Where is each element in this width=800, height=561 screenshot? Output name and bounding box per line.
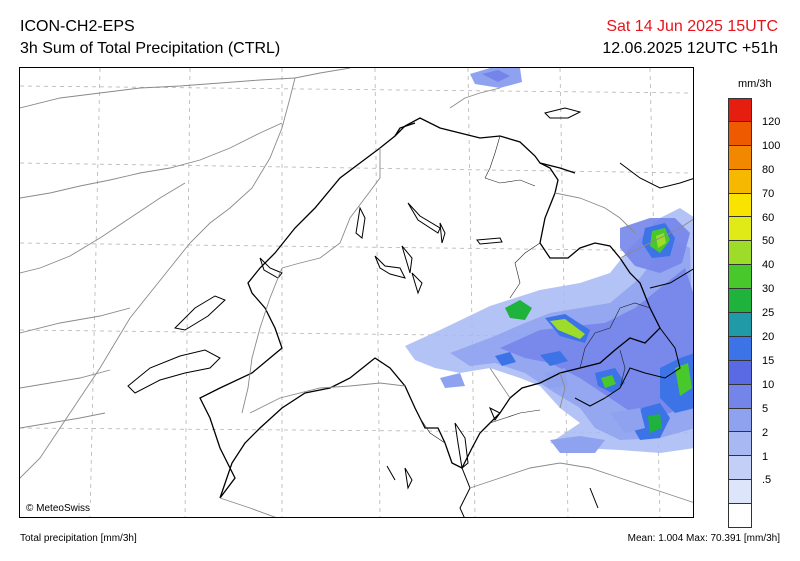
legend-color-box [728,384,752,409]
legend-color-box [728,265,752,290]
map-canvas [20,68,693,517]
legend-color-box [728,241,752,266]
legend-color-box [728,121,752,146]
max-unit: [mm/3h] [743,533,780,544]
legend-color-box [728,336,752,361]
legend-tick-label: 100 [762,139,781,152]
legend-color-box [728,98,752,122]
legend-color-box [728,408,752,433]
legend-unit: mm/3h [738,78,772,90]
legend-color-box [728,289,752,314]
legend-tick-label: 2 [762,426,769,439]
copyright-notice: © MeteoSwiss [24,503,93,514]
mean-value: 1.004 [658,533,684,544]
max-label: Max: [686,533,708,544]
legend-tick-label: 10 [762,378,775,391]
legend-color-box [728,169,752,194]
run-time: 12.06.2025 12UTC +51h [602,40,778,57]
variable-label: Total precipitation [mm/3h] [20,533,137,544]
legend-color-box [728,360,752,385]
legend-tick-label: .5 [762,474,772,487]
legend-color-box [728,313,752,337]
legend-color-box [728,193,752,218]
legend-tick-label: 120 [762,115,781,128]
legend-tick-label: 40 [762,259,775,272]
legend-tick-label: 25 [762,307,775,320]
regional-boundaries [20,68,693,517]
valid-time: Sat 14 Jun 2025 15UTC [606,18,778,35]
canton-boundaries [419,135,651,444]
legend-color-box [728,432,752,457]
legend-color-box [728,456,752,481]
legend-color-box [728,145,752,170]
legend-tick-label: 20 [762,331,775,343]
legend-tick-label: 1 [762,450,769,463]
model-title: ICON-CH2-EPS [20,18,135,35]
legend-tick-label: 5 [762,402,769,415]
legend-color-box [728,504,752,529]
legend-tick-label: 70 [762,187,775,200]
max-value: 70.391 [710,533,742,544]
product-title: 3h Sum of Total Precipitation (CTRL) [20,40,281,57]
statistics: Mean: 1.004 Max: 70.391 [mm/3h] [628,533,780,544]
legend-color-box [728,217,752,242]
legend-tick-label: 80 [762,163,775,176]
color-legend [728,98,752,529]
legend-tick-label: 30 [762,283,775,296]
legend-color-box [728,480,752,505]
legend-tick-label: 60 [762,211,775,224]
legend-tick-label: 15 [762,354,775,367]
lakes [127,107,599,509]
mean-label: Mean: [627,533,656,544]
precipitation-areas [405,68,693,453]
precipitation-map: © MeteoSwiss [19,67,694,518]
legend-tick-label: 50 [762,235,775,248]
national-borders-outer [459,162,693,517]
